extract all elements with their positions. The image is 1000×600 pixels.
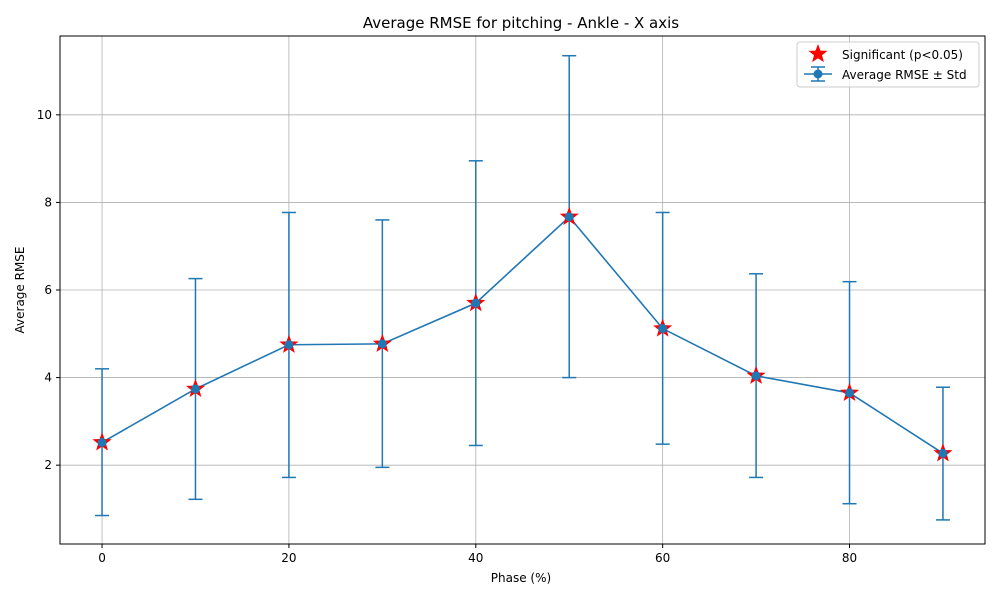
y-axis-label: Average RMSE	[13, 247, 27, 334]
data-point	[471, 298, 481, 308]
y-tick-label: 10	[37, 108, 52, 122]
x-tick-label: 20	[281, 551, 296, 565]
y-tick-label: 4	[44, 371, 52, 385]
data-point	[751, 371, 761, 381]
legend-star-icon	[808, 44, 828, 63]
legend-label-series: Average RMSE ± Std	[842, 68, 967, 82]
x-axis-label: Phase (%)	[491, 571, 551, 585]
y-tick-label: 2	[44, 458, 52, 472]
data-point	[564, 212, 574, 222]
y-tick-label: 8	[44, 195, 52, 209]
legend-label-significant: Significant (p<0.05)	[842, 48, 963, 62]
data-point	[658, 324, 668, 334]
x-tick-label: 40	[468, 551, 483, 565]
series-line	[101, 215, 944, 455]
x-tick-label: 80	[842, 551, 857, 565]
chart-title: Average RMSE for pitching - Ankle - X ax…	[363, 14, 679, 32]
legend: Significant (p<0.05) Average RMSE ± Std	[796, 41, 980, 88]
data-point	[190, 384, 200, 394]
legend-box	[796, 41, 980, 88]
data-point	[377, 339, 387, 349]
x-tick-label: 0	[98, 551, 106, 565]
x-tick-label: 60	[655, 551, 670, 565]
data-point	[845, 388, 855, 398]
data-point	[97, 437, 107, 447]
series-line-group	[101, 215, 944, 455]
data-point	[284, 340, 294, 350]
axis-ticks: 0 20 40 60 80 2 4 6 8 10	[37, 108, 857, 565]
y-tick-label: 6	[44, 283, 52, 297]
legend-marker-icon	[813, 69, 823, 79]
significance-stars	[92, 206, 953, 462]
data-point	[938, 448, 948, 458]
